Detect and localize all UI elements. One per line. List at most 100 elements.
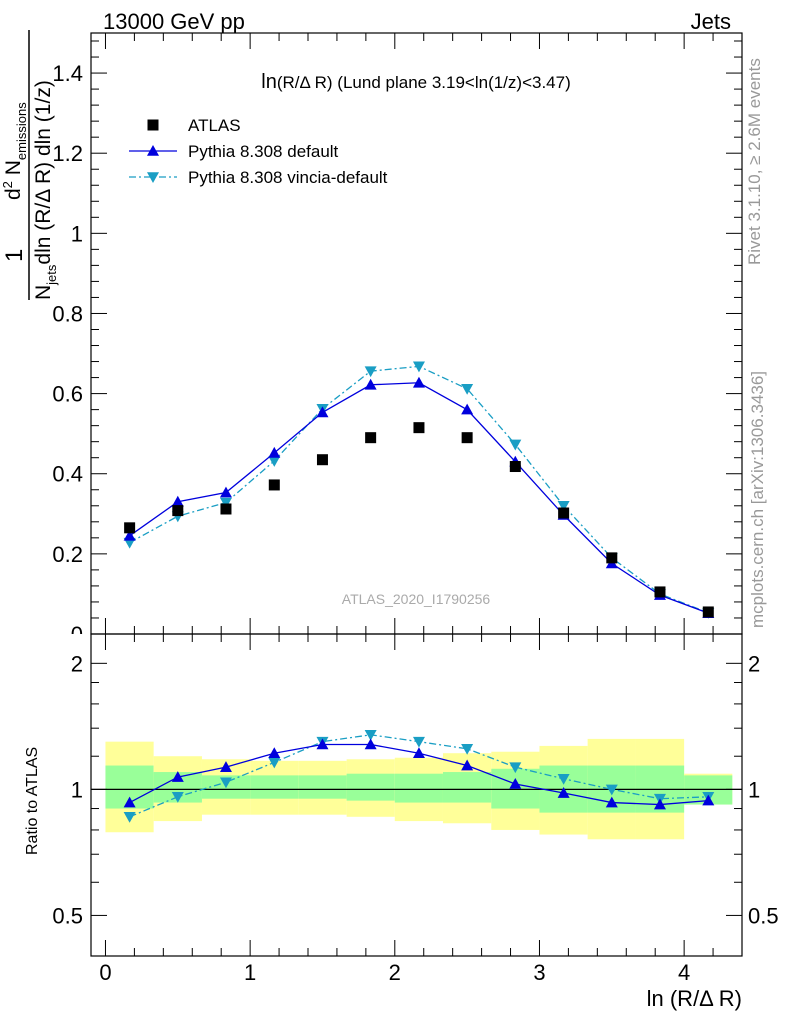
ratio-ytick-label-right: 1 [748, 777, 760, 802]
ratio-vincia-point [509, 762, 522, 774]
ratio-default-point [171, 771, 184, 782]
default-point [268, 446, 281, 458]
atlas-point [461, 432, 473, 444]
x-tick-label: 0 [99, 960, 111, 985]
mcplots-label: mcplots.cern.ch [arXiv:1306.3436] [748, 371, 767, 628]
main-y-axis-title: 1 Njetsdln (R/Δ R) dln (1/z) d2 Nemissio… [0, 30, 59, 300]
vincia-point [219, 497, 232, 509]
y-label-d: d [2, 188, 25, 200]
ratio-vincia-point [219, 777, 232, 789]
vincia-series-line [129, 365, 709, 614]
x-tick-label: 3 [533, 960, 545, 985]
y-label-N: N [2, 160, 25, 181]
main-ytick-label: 0.2 [52, 542, 83, 567]
default-point [123, 529, 136, 541]
ratio-default-point [653, 798, 666, 810]
y-label-n: N [32, 285, 55, 300]
analysis-watermark: ATLAS_2020_I1790256 [342, 591, 491, 607]
main-ytick-label: 1 [71, 221, 83, 246]
title-ln: ln [261, 71, 277, 93]
ratio-ytick-label-left: 2 [71, 651, 83, 676]
ratio-default-point [364, 738, 377, 750]
ratio-ytick-label-left: 0.5 [52, 903, 83, 928]
y-label-one: 1 [1, 249, 28, 262]
default-point [316, 406, 329, 418]
rivet-version-label: Rivet 3.1.10, ≥ 2.6M events [745, 58, 764, 265]
default-point [461, 403, 474, 415]
ratio-vincia-point [364, 730, 377, 741]
y-label-den-rest: dln (R/Δ R) dln (1/z) [32, 80, 55, 264]
ratio-vincia-point [171, 791, 184, 803]
x-tick-label: 2 [389, 960, 401, 985]
default-point [171, 495, 184, 507]
ratio-vincia-point [557, 773, 570, 785]
ratio-vincia-point [605, 784, 618, 796]
legend-label: Pythia 8.308 default [188, 142, 339, 161]
default-point [412, 376, 425, 388]
ratio-ytick-label-left: 1 [71, 777, 83, 802]
x-axis-title: ln (R/Δ R) [647, 986, 742, 1011]
header-energy-label: 13000 GeV pp [103, 9, 245, 34]
vincia-point [461, 383, 474, 395]
legend-default-marker [147, 145, 159, 156]
ratio-default-point [557, 787, 570, 798]
main-ytick-label: 0.8 [52, 301, 83, 326]
atlas-point [172, 505, 184, 517]
main-plot-title: ln(R/Δ R) (Lund plane 3.19<ln(1/z)<3.47) [261, 71, 571, 93]
legend-label: ATLAS [188, 116, 241, 135]
atlas-point [654, 586, 666, 598]
atlas-point [558, 507, 570, 519]
ratio-panel: 0.5 0.5 1 1 2 2 0 1 2 3 4 [52, 633, 779, 985]
main-ytick-label-zero: 0 [71, 622, 83, 647]
ratio-default-point [461, 759, 474, 771]
title-lund: (Lund plane 3.19<ln(1/z)<3.47) [333, 73, 571, 92]
ratio-default-point [123, 796, 136, 808]
atlas-point [316, 454, 328, 466]
ratio-default-point [316, 738, 329, 750]
vincia-point [364, 366, 377, 378]
legend-vincia-marker [147, 172, 159, 183]
legend: ATLAS Pythia 8.308 default Pythia 8.308 vi… [129, 116, 388, 187]
ratio-band-inner [442, 772, 492, 803]
main-panel: 0.2 0.4 0.6 0.8 1 1.2 1.4 0 [52, 32, 743, 647]
vincia-point [268, 456, 281, 467]
ratio-band-inner [250, 775, 299, 799]
vincia-point [412, 361, 425, 373]
y-label-sup: 2 [0, 181, 15, 188]
y-label-jets-sub: jets [44, 264, 59, 286]
ratio-vincia-point [268, 757, 281, 769]
atlas-point [365, 432, 377, 444]
atlas-point [413, 422, 425, 434]
ratio-band-inner [346, 773, 395, 801]
default-point [364, 378, 377, 390]
ratio-band-inner [394, 773, 443, 803]
y-label-numerator: d2 Nemissions [0, 102, 29, 200]
main-ytick-label: 0.4 [52, 462, 83, 487]
legend-label: Pythia 8.308 vincia-default [188, 168, 388, 187]
ratio-default-point [412, 747, 425, 759]
ratio-default-point [605, 796, 618, 808]
vincia-point [509, 439, 522, 451]
main-ytick-label: 0.6 [52, 382, 83, 407]
ratio-default-point [509, 777, 522, 789]
ratio-vincia-point [412, 736, 425, 748]
ratio-default-point [268, 747, 281, 759]
header-process-label: Jets [691, 9, 731, 34]
ratio-band-inner [298, 775, 347, 799]
y-label-emissions-sub: emissions [14, 102, 29, 160]
ratio-frame [90, 633, 743, 957]
ratio-vincia-point [123, 812, 136, 823]
ratio-default-point [702, 794, 715, 806]
ratio-vincia-point [461, 743, 474, 755]
x-tick-label: 1 [244, 960, 256, 985]
x-tick-label: 4 [678, 960, 690, 985]
ratio-default-point [219, 761, 232, 772]
atlas-point [606, 552, 618, 564]
title-ratio: (R/Δ R) [277, 73, 333, 92]
vincia-point [557, 500, 570, 512]
main-ytick-label: 1.2 [52, 141, 83, 166]
default-series-line [129, 382, 709, 614]
atlas-point [124, 522, 136, 534]
